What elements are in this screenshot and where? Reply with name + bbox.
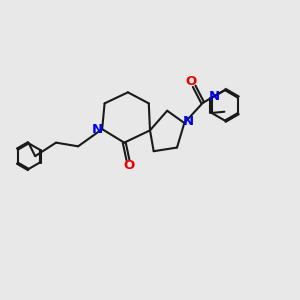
Text: O: O (186, 75, 197, 88)
Text: N: N (209, 90, 220, 103)
Text: N: N (182, 115, 194, 128)
Text: N: N (92, 123, 103, 136)
Text: O: O (124, 159, 135, 172)
